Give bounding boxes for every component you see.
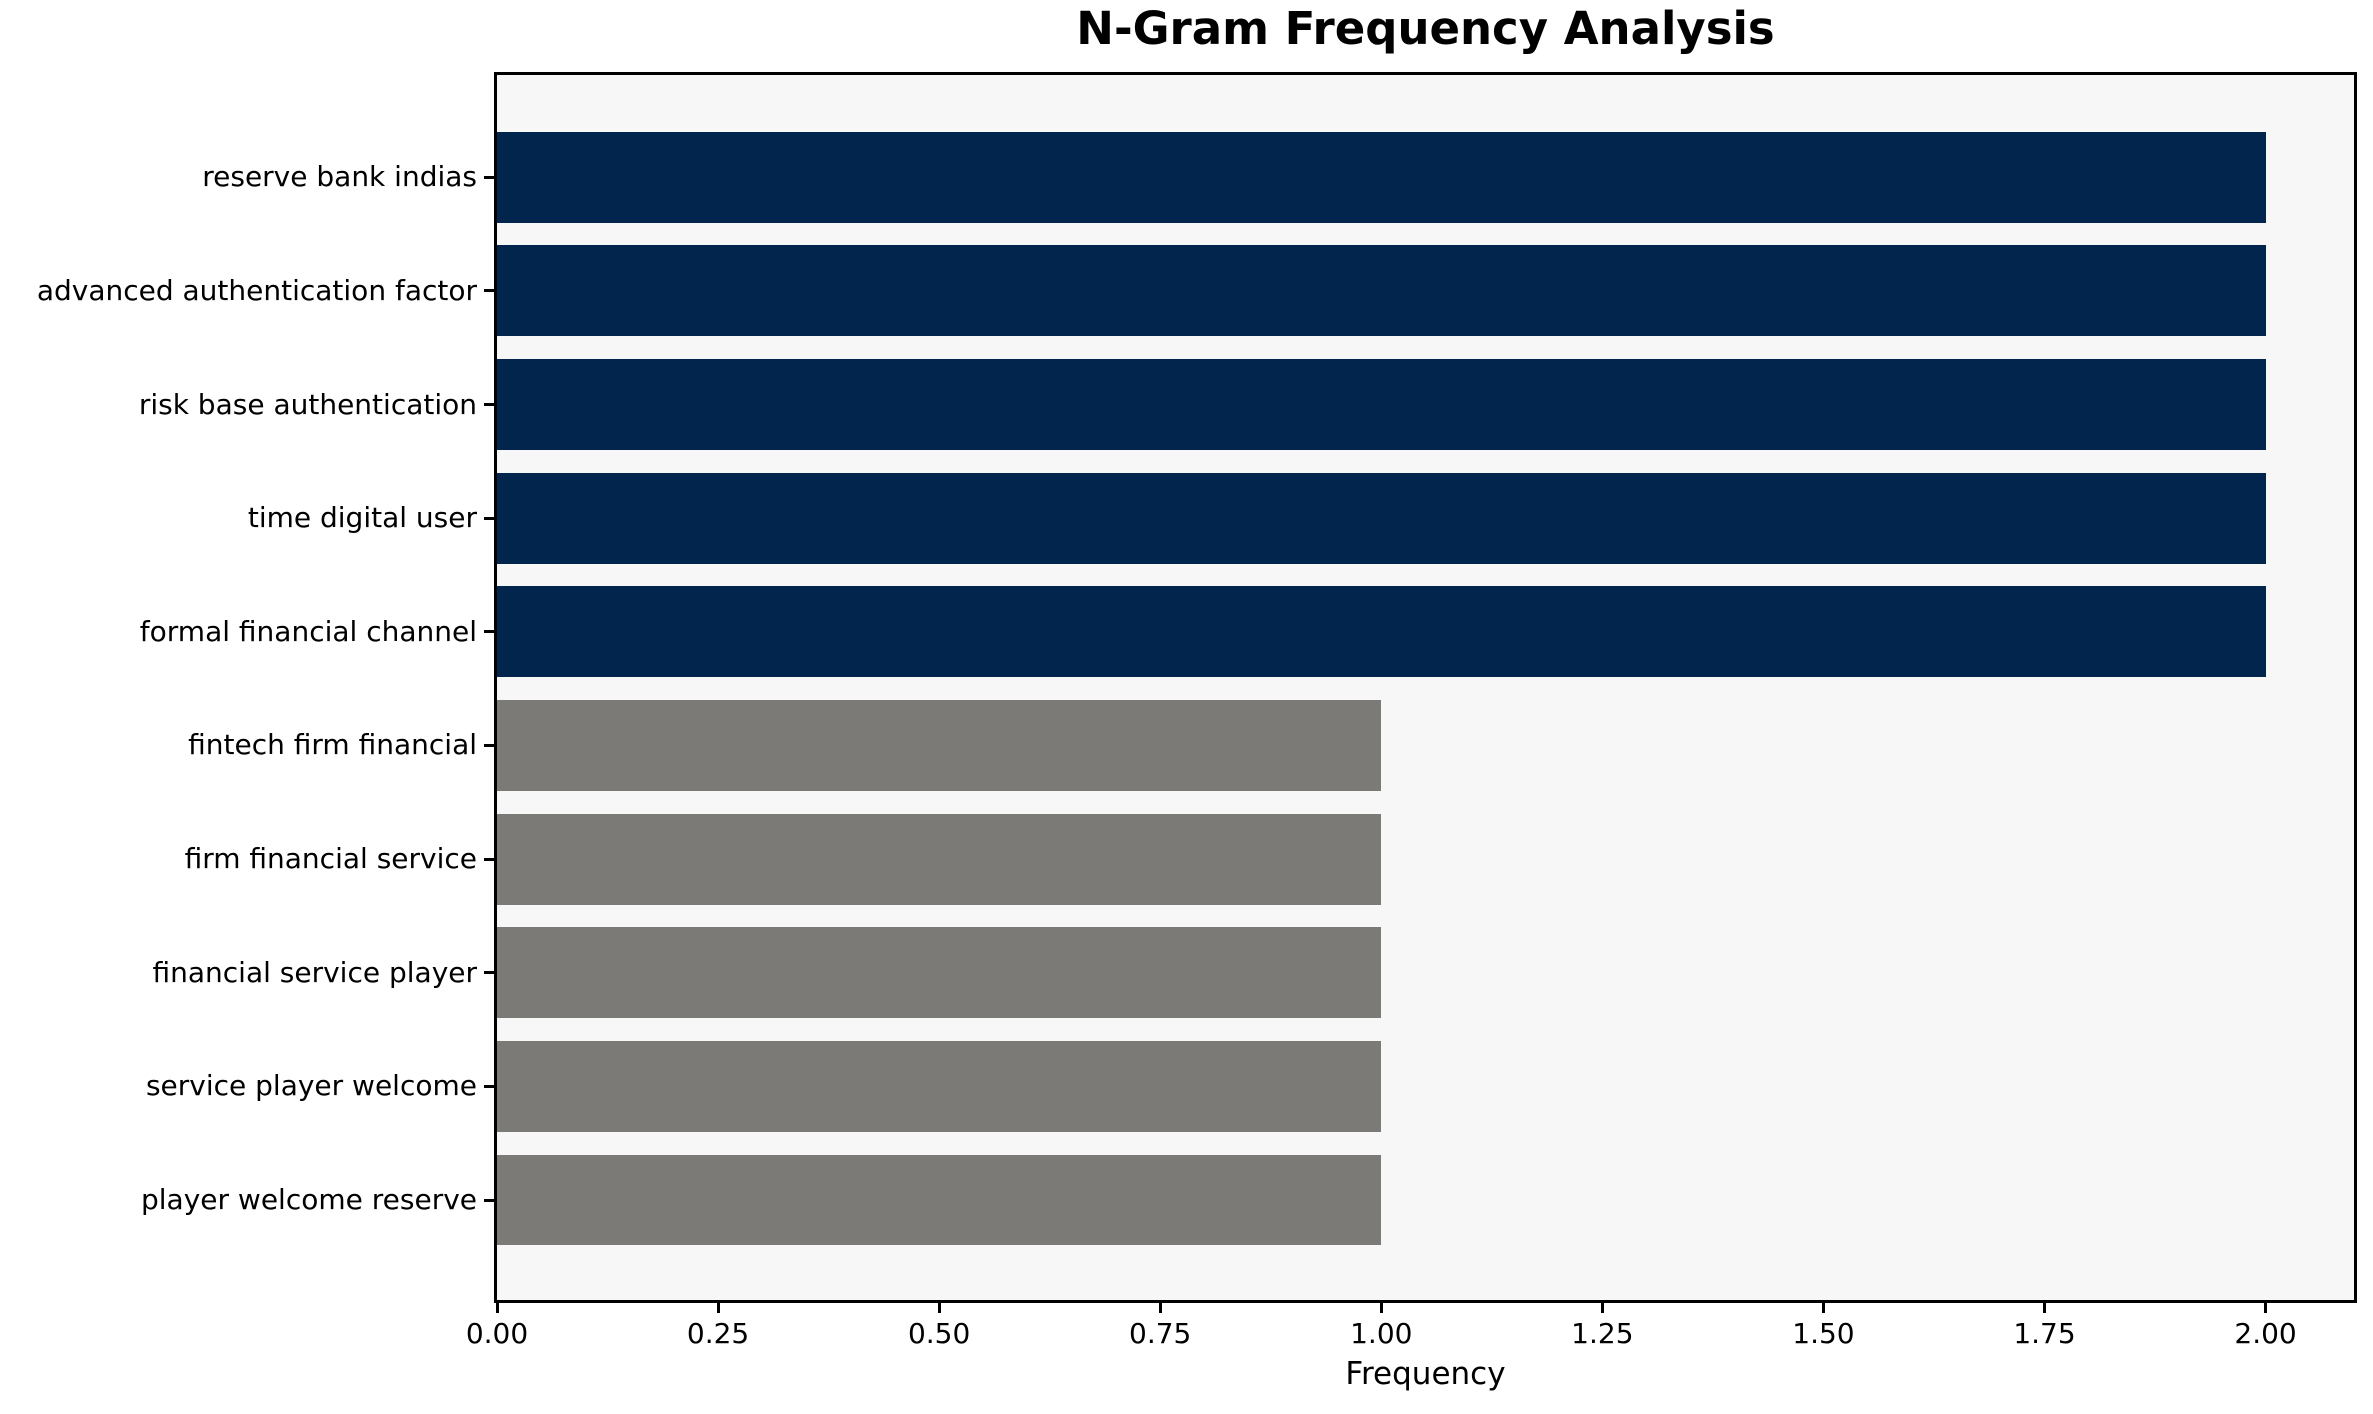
y-tick [484, 1198, 494, 1202]
x-tick-label: 1.75 [2013, 1317, 2076, 1350]
x-tick [1821, 1303, 1825, 1313]
plot-area [494, 72, 2357, 1303]
y-tick [484, 289, 494, 293]
y-tick [484, 516, 494, 520]
y-tick-label: reserve bank indias [202, 160, 477, 194]
bar-player-welcome-reserve [497, 1154, 1382, 1246]
bar-service-player-welcome [497, 1040, 1382, 1132]
x-tick [716, 1303, 720, 1313]
x-tick [1600, 1303, 1604, 1313]
x-tick [495, 1303, 499, 1313]
x-tick [1379, 1303, 1383, 1313]
bar-risk-base-authentication [497, 359, 2266, 450]
y-tick-label: financial service player [152, 955, 477, 989]
x-tick-label: 1.00 [1350, 1317, 1413, 1350]
y-tick [484, 175, 494, 179]
bar-fintech-firm-financial [497, 700, 1382, 791]
y-tick-label: risk base authentication [138, 387, 477, 421]
y-tick-label: formal financial channel [139, 614, 477, 648]
y-tick-label: time digital user [247, 501, 477, 535]
x-tick [2043, 1303, 2046, 1313]
y-tick-label: fintech firm financial [188, 728, 477, 762]
bar-financial-service-player [497, 927, 1382, 1019]
y-tick-label: advanced authentication factor [36, 273, 477, 307]
y-tick-label: player welcome reserve [141, 1183, 477, 1216]
bar-reserve-bank-indias [497, 131, 2266, 223]
x-tick-label: 1.25 [1571, 1317, 1634, 1350]
bar-advanced-authentication-factor [497, 245, 2266, 337]
x-tick [1158, 1303, 1162, 1313]
y-tick [484, 1084, 494, 1088]
x-tick-label: 0.50 [907, 1317, 971, 1350]
y-tick [484, 857, 494, 861]
x-tick-label: 2.00 [2234, 1317, 2297, 1350]
x-tick-label: 0.25 [686, 1317, 750, 1350]
x-tick-label: 0.00 [465, 1317, 529, 1350]
x-tick [2264, 1303, 2268, 1313]
y-tick [484, 630, 494, 634]
chart-title: N-Gram Frequency Analysis [1076, 2, 1775, 55]
bar-time-digital-user [497, 472, 2266, 564]
y-tick [484, 743, 494, 747]
y-tick [484, 971, 494, 975]
x-tick-label: 1.50 [1792, 1317, 1855, 1350]
x-axis-label: Frequency [1345, 1356, 1506, 1392]
x-tick [937, 1303, 941, 1313]
y-tick-label: firm financial service [184, 842, 477, 876]
y-tick [484, 403, 494, 407]
bar-formal-financial-channel [497, 586, 2266, 678]
bar-firm-financial-service [497, 813, 1382, 905]
y-tick-label: service player welcome [145, 1069, 477, 1103]
x-tick-label: 0.75 [1129, 1317, 1192, 1350]
